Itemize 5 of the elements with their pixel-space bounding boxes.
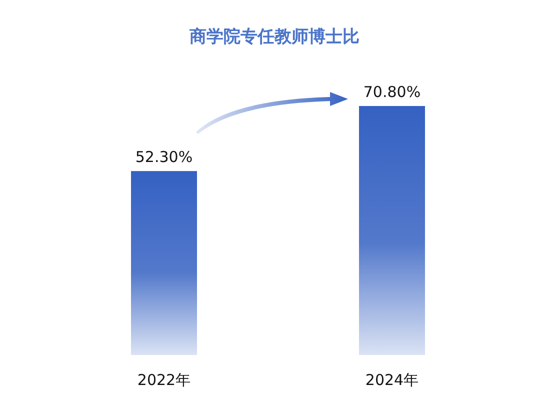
data-label: 70.80%: [363, 83, 421, 101]
x-tick-label: 2022年: [137, 371, 191, 389]
chart-title: 商学院专任教师博士比: [188, 27, 360, 47]
data-label: 52.30%: [135, 148, 193, 166]
x-tick-label: 2024年: [365, 371, 419, 389]
